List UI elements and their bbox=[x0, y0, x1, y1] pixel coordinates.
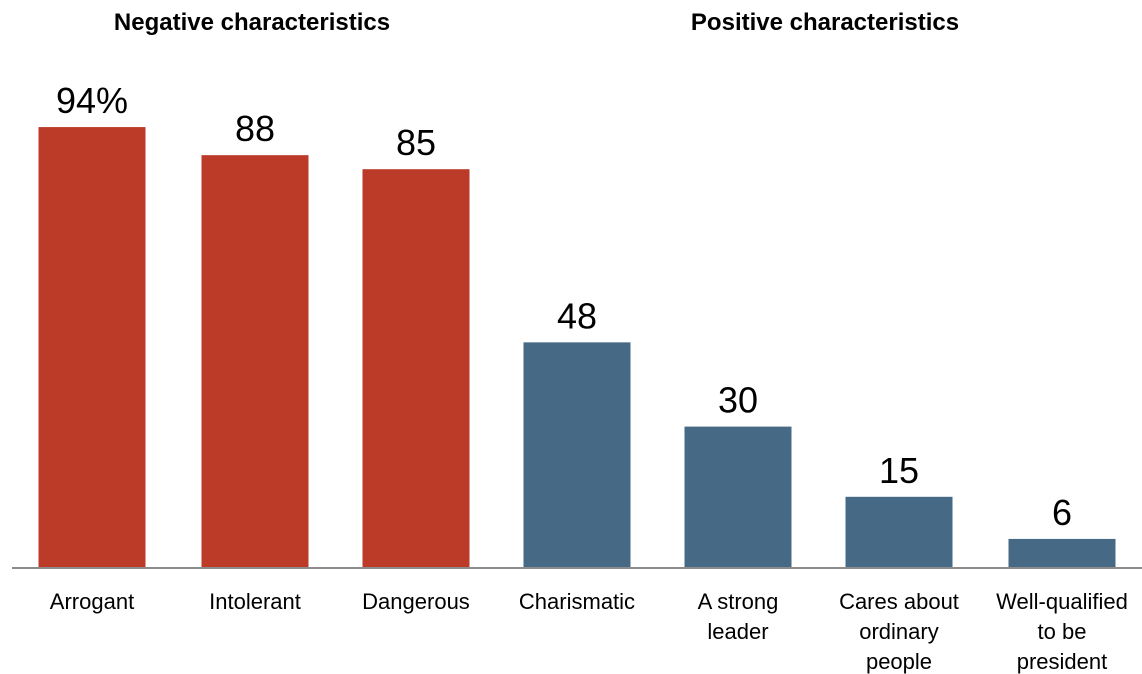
category-label-line: Arrogant bbox=[50, 589, 134, 614]
value-label-2: 85 bbox=[396, 122, 436, 163]
category-label-5: Cares about ordinary people bbox=[839, 589, 959, 674]
category-label-line: president bbox=[1017, 649, 1108, 674]
category-label-line: A strong bbox=[698, 589, 779, 614]
value-label-1: 88 bbox=[235, 108, 275, 149]
category-label-0: Arrogant bbox=[50, 589, 134, 614]
category-label-line: Charismatic bbox=[519, 589, 635, 614]
bar-1 bbox=[201, 155, 309, 567]
category-label-line: ordinary bbox=[859, 619, 938, 644]
category-label-2: Dangerous bbox=[362, 589, 470, 614]
bar-6 bbox=[1008, 538, 1116, 567]
negative-group-title: Negative characteristics bbox=[114, 9, 390, 36]
category-label-line: Well-qualified bbox=[996, 589, 1128, 614]
category-label-line: people bbox=[866, 649, 932, 674]
value-label-4: 30 bbox=[718, 380, 758, 421]
positive-group-title: Positive characteristics bbox=[691, 9, 959, 36]
category-label-line: Dangerous bbox=[362, 589, 470, 614]
category-label-4: A strong leader bbox=[698, 589, 779, 644]
category-label-line: to be bbox=[1038, 619, 1087, 644]
bar-3 bbox=[523, 342, 631, 567]
category-label-1: Intolerant bbox=[209, 589, 301, 614]
value-label-6: 6 bbox=[1052, 492, 1072, 533]
category-label-line: leader bbox=[707, 619, 768, 644]
bars-group bbox=[38, 127, 1116, 567]
bar-4 bbox=[684, 426, 792, 567]
bar-2 bbox=[362, 169, 470, 567]
value-label-0: 94% bbox=[56, 80, 128, 121]
value-label-3: 48 bbox=[557, 295, 597, 336]
value-labels-group: 94% 88 85 48 30 15 6 bbox=[56, 80, 1072, 533]
category-label-6: Well-qualified to be president bbox=[996, 589, 1128, 674]
category-labels-group: Arrogant Intolerant Dangerous Charismatic A … bbox=[50, 589, 1128, 674]
bar-0 bbox=[38, 127, 146, 567]
bar-5 bbox=[845, 496, 953, 567]
category-label-line: Intolerant bbox=[209, 589, 301, 614]
category-label-3: Charismatic bbox=[519, 589, 635, 614]
category-label-line: Cares about bbox=[839, 589, 959, 614]
value-label-5: 15 bbox=[879, 450, 919, 491]
